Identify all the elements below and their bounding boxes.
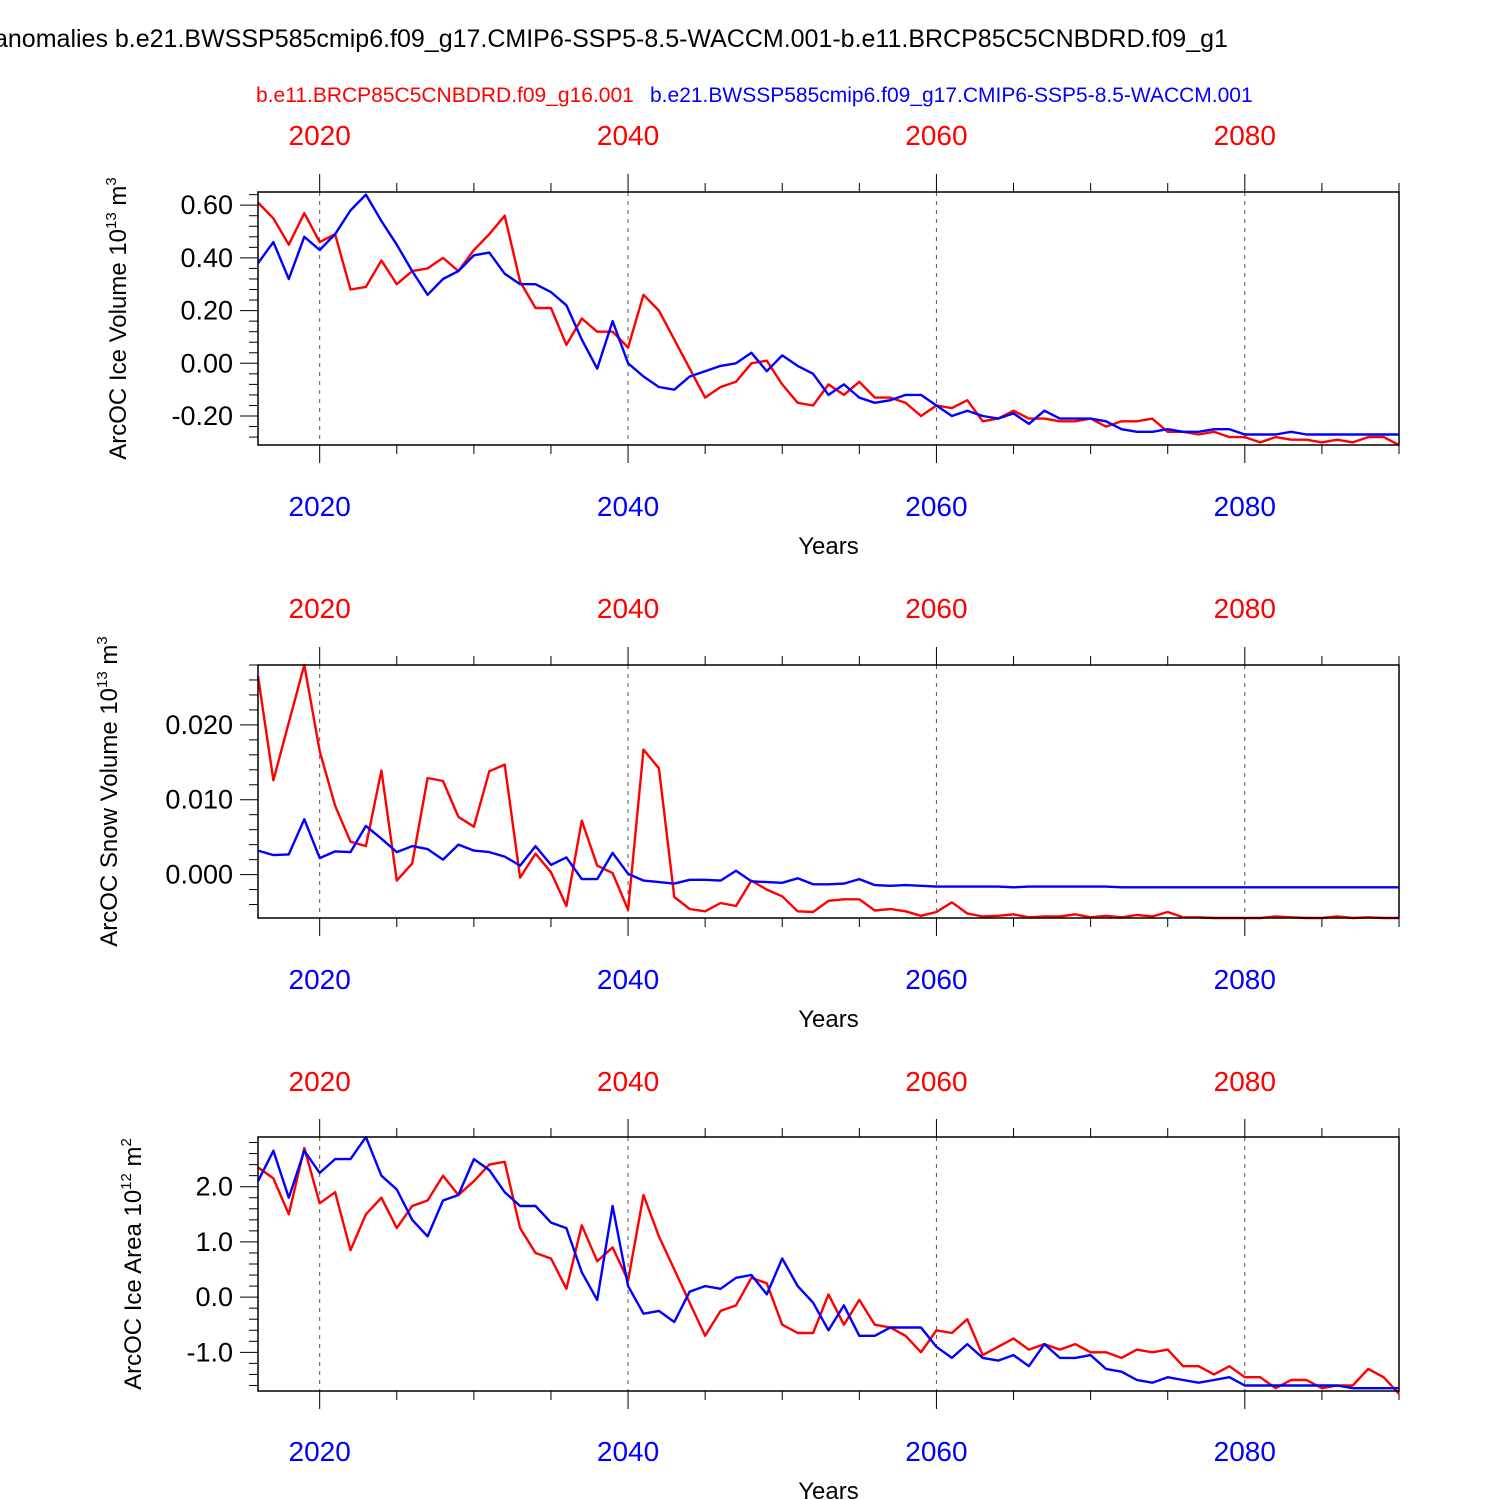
ice-volume-ytick-label: 0.20 xyxy=(180,296,233,326)
snow-volume-ytick-label: 0.000 xyxy=(165,860,233,890)
snow-volume-ytick-label: 0.020 xyxy=(165,710,233,740)
ice-volume-ytick-label: 0.60 xyxy=(180,190,233,220)
ice-volume-xtick-label-top: 2080 xyxy=(1214,120,1276,151)
snow-volume-xtick-label-top: 2020 xyxy=(289,593,351,624)
ice-volume-panel: -0.20 0.00 0.20 0.40 0.60 2020 2020 2040 2040 206… xyxy=(103,120,1400,560)
ice-area-xtick-label-top: 2020 xyxy=(289,1066,351,1097)
ice-area-ytick-label: 1.0 xyxy=(195,1227,233,1257)
ice-volume-xtick-label-top: 2020 xyxy=(289,120,351,151)
ice-area-xtick-label-bottom: 2020 xyxy=(289,1436,351,1467)
snow-volume-y-axis-label: ArcOC Snow Volume 1013 m3 xyxy=(94,636,123,947)
ice-area-red-series-line xyxy=(257,1146,1400,1395)
figure-title: anomalies b.e21.BWSSP585cmip6.f09_g17.CM… xyxy=(0,25,1228,53)
ice-volume-xtick-label-bottom: 2020 xyxy=(289,491,351,522)
ice-volume-y-axis-label: ArcOC Ice Volume 1013 m3 xyxy=(103,177,132,459)
legend-blue-series-name: b.e21.BWSSP585cmip6.f09_g17.CMIP6-SSP5-8… xyxy=(650,84,1253,107)
ice-area-xtick-label-bottom: 2040 xyxy=(597,1436,659,1467)
snow-volume-xtick-label-bottom: 2060 xyxy=(905,964,967,995)
ice-area-xtick-label-bottom: 2060 xyxy=(905,1436,967,1467)
snow-volume-red-series-line xyxy=(256,663,1399,920)
snow-volume-xtick-label-top: 2080 xyxy=(1214,593,1276,624)
snow-volume-xtick-label-bottom: 2080 xyxy=(1214,964,1276,995)
ice-volume-xtick-label-bottom: 2080 xyxy=(1214,491,1276,522)
ice-volume-xtick-label-top: 2040 xyxy=(597,120,659,151)
ice-volume-xtick-label-top: 2060 xyxy=(905,120,967,151)
snow-volume-plot-frame xyxy=(257,664,1400,919)
snow-volume-xtick-label-bottom: 2040 xyxy=(597,964,659,995)
ice-area-xtick-label-top: 2060 xyxy=(905,1066,967,1097)
ice-area-panel: -1.0 0.0 1.0 2.0 2020 2020 2040 2040 2060 2060 208… xyxy=(118,1066,1400,1500)
legend-red-series-name: b.e11.BRCP85C5CNBDRD.f09_g16.001 xyxy=(256,84,634,107)
ice-volume-xtick-label-bottom: 2040 xyxy=(597,491,659,522)
ice-area-ytick-label: -1.0 xyxy=(186,1337,233,1367)
snow-volume-xtick-label-bottom: 2020 xyxy=(289,964,351,995)
ice-area-xtick-label-bottom: 2080 xyxy=(1214,1436,1276,1467)
snow-volume-xtick-label-top: 2060 xyxy=(905,593,967,624)
snow-volume-xtick-label-top: 2040 xyxy=(597,593,659,624)
ice-volume-xtick-label-bottom: 2060 xyxy=(905,491,967,522)
ice-volume-x-axis-label: Years xyxy=(798,533,859,560)
snow-volume-ytick-label: 0.010 xyxy=(165,785,233,815)
snow-volume-x-axis-label: Years xyxy=(798,1006,859,1033)
ice-volume-plot-frame xyxy=(257,191,1400,446)
ice-area-ytick-label: 2.0 xyxy=(195,1172,233,1202)
snow-volume-panel: 0.000 0.010 0.020 2020 2020 2040 2040 2060 2060 2… xyxy=(94,593,1400,1033)
ice-area-xtick-label-top: 2040 xyxy=(597,1066,659,1097)
ice-area-x-axis-label: Years xyxy=(798,1478,859,1500)
ice-volume-ytick-label: -0.20 xyxy=(171,401,233,431)
ice-area-xtick-label-top: 2080 xyxy=(1214,1066,1276,1097)
ice-volume-red-series-line xyxy=(257,201,1400,447)
ice-area-blue-series-line xyxy=(256,1135,1399,1390)
snow-volume-blue-series-line xyxy=(257,818,1399,889)
ice-volume-blue-series-line xyxy=(257,193,1399,436)
ice-area-plot-frame xyxy=(257,1136,1400,1392)
ice-area-y-axis-label: ArcOC Ice Area 1012 m2 xyxy=(118,1138,147,1390)
chart-panels: -0.20 0.00 0.20 0.40 0.60 2020 2020 2040 2040 206… xyxy=(94,120,1400,1500)
ice-volume-ytick-label: 0.00 xyxy=(180,348,233,378)
ice-volume-ytick-label: 0.40 xyxy=(180,243,233,273)
ice-area-ytick-label: 0.0 xyxy=(195,1282,233,1312)
